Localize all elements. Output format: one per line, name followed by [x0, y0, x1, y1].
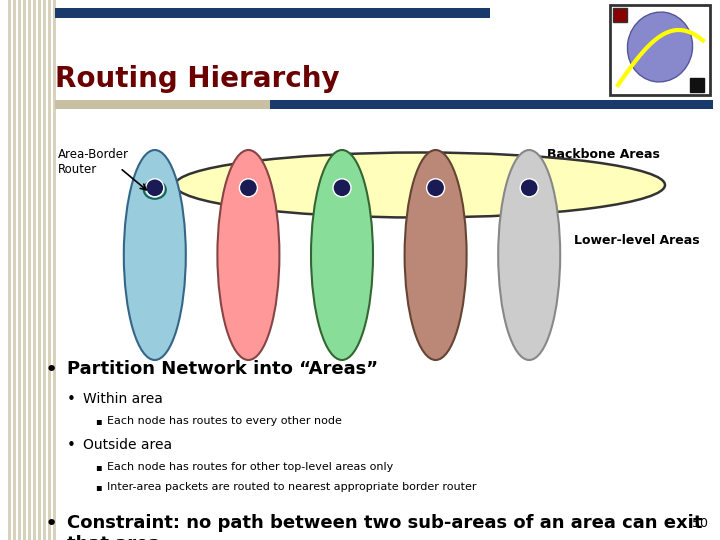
Text: 50: 50	[692, 517, 708, 530]
Text: •: •	[67, 392, 76, 407]
Bar	[55, 100, 713, 109]
Circle shape	[239, 179, 258, 197]
Ellipse shape	[124, 150, 186, 360]
Ellipse shape	[311, 150, 373, 360]
Text: •: •	[45, 360, 58, 380]
Bar	[690, 78, 704, 92]
Text: Routing Hierarchy: Routing Hierarchy	[55, 65, 340, 93]
Bar	[13, 0, 16, 540]
Text: Each node has routes to every other node: Each node has routes to every other node	[107, 416, 342, 426]
Bar	[48, 0, 51, 540]
Bar	[8, 0, 11, 540]
Text: ▪: ▪	[95, 482, 102, 492]
FancyBboxPatch shape	[610, 5, 710, 95]
Bar	[270, 100, 713, 109]
Bar	[55, 8, 490, 18]
Text: Constraint: no path between two sub-areas of an area can exit that area: Constraint: no path between two sub-area…	[67, 514, 703, 540]
Bar	[33, 0, 36, 540]
Circle shape	[145, 179, 164, 197]
Ellipse shape	[405, 150, 467, 360]
Circle shape	[426, 179, 444, 197]
Text: ▪: ▪	[95, 462, 102, 472]
Ellipse shape	[627, 12, 693, 82]
Text: Inter-area packets are routed to nearest appropriate border router: Inter-area packets are routed to nearest…	[107, 482, 477, 492]
Circle shape	[521, 179, 539, 197]
Text: Area-Border
Router: Area-Border Router	[58, 148, 129, 176]
Bar	[28, 0, 31, 540]
Text: Lower-level Areas: Lower-level Areas	[575, 233, 700, 246]
Ellipse shape	[217, 150, 279, 360]
Bar	[18, 0, 21, 540]
Text: Each node has routes for other top-level areas only: Each node has routes for other top-level…	[107, 462, 393, 472]
Text: Outside area: Outside area	[83, 438, 172, 452]
Text: ▪: ▪	[95, 416, 102, 426]
Bar	[23, 0, 26, 540]
Ellipse shape	[175, 152, 665, 218]
Text: Backbone Areas: Backbone Areas	[547, 148, 660, 161]
Circle shape	[333, 179, 351, 197]
Text: •: •	[67, 438, 76, 453]
Bar	[38, 0, 41, 540]
Bar	[613, 8, 627, 22]
Bar	[53, 0, 56, 540]
Text: Within area: Within area	[83, 392, 163, 406]
Bar	[43, 0, 46, 540]
Text: Partition Network into “Areas”: Partition Network into “Areas”	[67, 360, 378, 378]
Ellipse shape	[498, 150, 560, 360]
Text: •: •	[45, 514, 58, 534]
